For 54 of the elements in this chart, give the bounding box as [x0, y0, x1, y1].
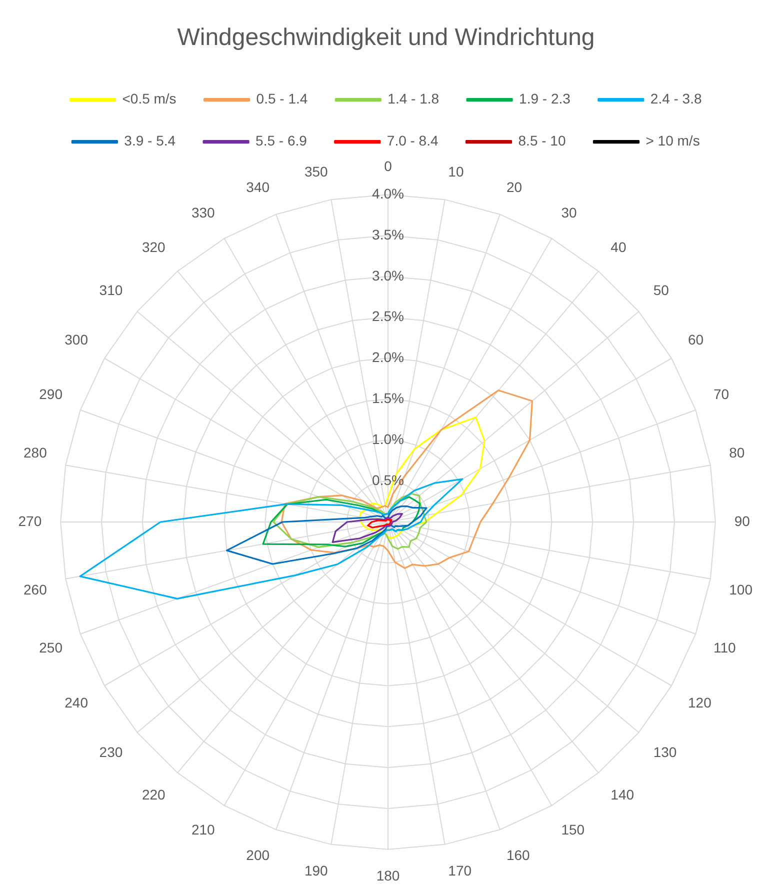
spoke-label: 160 — [506, 846, 530, 863]
spoke-label: 10 — [448, 163, 464, 180]
spoke-label: 200 — [246, 846, 270, 863]
spoke-label: 0 — [384, 158, 392, 174]
spoke-label: 70 — [714, 386, 730, 402]
spoke-label: 80 — [729, 444, 745, 460]
spoke-label: 340 — [246, 178, 270, 195]
spoke-label: 170 — [448, 862, 472, 878]
legend-label: 1.4 - 1.8 — [388, 90, 440, 107]
spoke-label: 140 — [610, 786, 634, 803]
spoke-label: 120 — [688, 694, 712, 710]
y-tick-label: 2.0% — [372, 349, 404, 366]
y-tick-label: 2.5% — [372, 308, 404, 324]
spoke-label: 30 — [561, 204, 577, 220]
spoke-label: 250 — [39, 640, 63, 656]
spoke-label: 230 — [99, 744, 123, 760]
legend-label: 0.5 - 1.4 — [256, 90, 308, 107]
chart-title: Windgeschwindigkeit und Windrichtung — [177, 24, 595, 52]
spoke-label: 260 — [24, 581, 48, 598]
spoke-label: 310 — [99, 282, 123, 298]
spoke-label: 20 — [506, 178, 522, 195]
legend-label: 8.5 - 10 — [518, 132, 566, 149]
y-tick-label: 1.5% — [372, 390, 404, 406]
spoke-label: 190 — [304, 862, 328, 878]
y-tick-label: 3.5% — [372, 226, 404, 242]
spoke-label: 110 — [714, 640, 736, 656]
y-tick-label: 3.0% — [372, 267, 404, 284]
spoke-label: 180 — [376, 868, 400, 884]
legend-label: 5.5 - 6.9 — [256, 132, 308, 149]
spoke-label: 330 — [191, 204, 216, 220]
spoke-label: 300 — [64, 331, 88, 348]
spoke-label: 290 — [39, 386, 63, 402]
spoke-label: 320 — [142, 239, 166, 256]
spoke-label: 50 — [653, 282, 670, 298]
y-tick-label: 1.0% — [372, 431, 404, 448]
spoke-label: 100 — [729, 581, 753, 598]
legend-label: 1.9 - 2.3 — [519, 90, 571, 107]
spoke-label: 90 — [734, 512, 750, 529]
y-tick-label: 4.0% — [372, 185, 404, 202]
spoke-label: 60 — [688, 331, 704, 348]
spoke-label: 220 — [142, 786, 166, 803]
spoke-label: 150 — [561, 821, 585, 838]
spoke-label: 130 — [653, 744, 677, 760]
legend-label: <0.5 m/s — [122, 90, 176, 107]
spoke-label: 210 — [191, 821, 216, 838]
legend-label: 7.0 - 8.4 — [386, 132, 438, 149]
spoke-label: 240 — [64, 694, 88, 710]
spoke-label: 40 — [610, 239, 626, 256]
spoke-label: 350 — [304, 163, 328, 180]
legend-label: 2.4 - 3.8 — [650, 90, 702, 107]
spoke-label: 280 — [24, 444, 48, 460]
legend-label: > 10 m/s — [646, 132, 700, 149]
spoke-label: 270 — [18, 512, 42, 529]
legend-label: 3.9 - 5.4 — [124, 132, 176, 149]
